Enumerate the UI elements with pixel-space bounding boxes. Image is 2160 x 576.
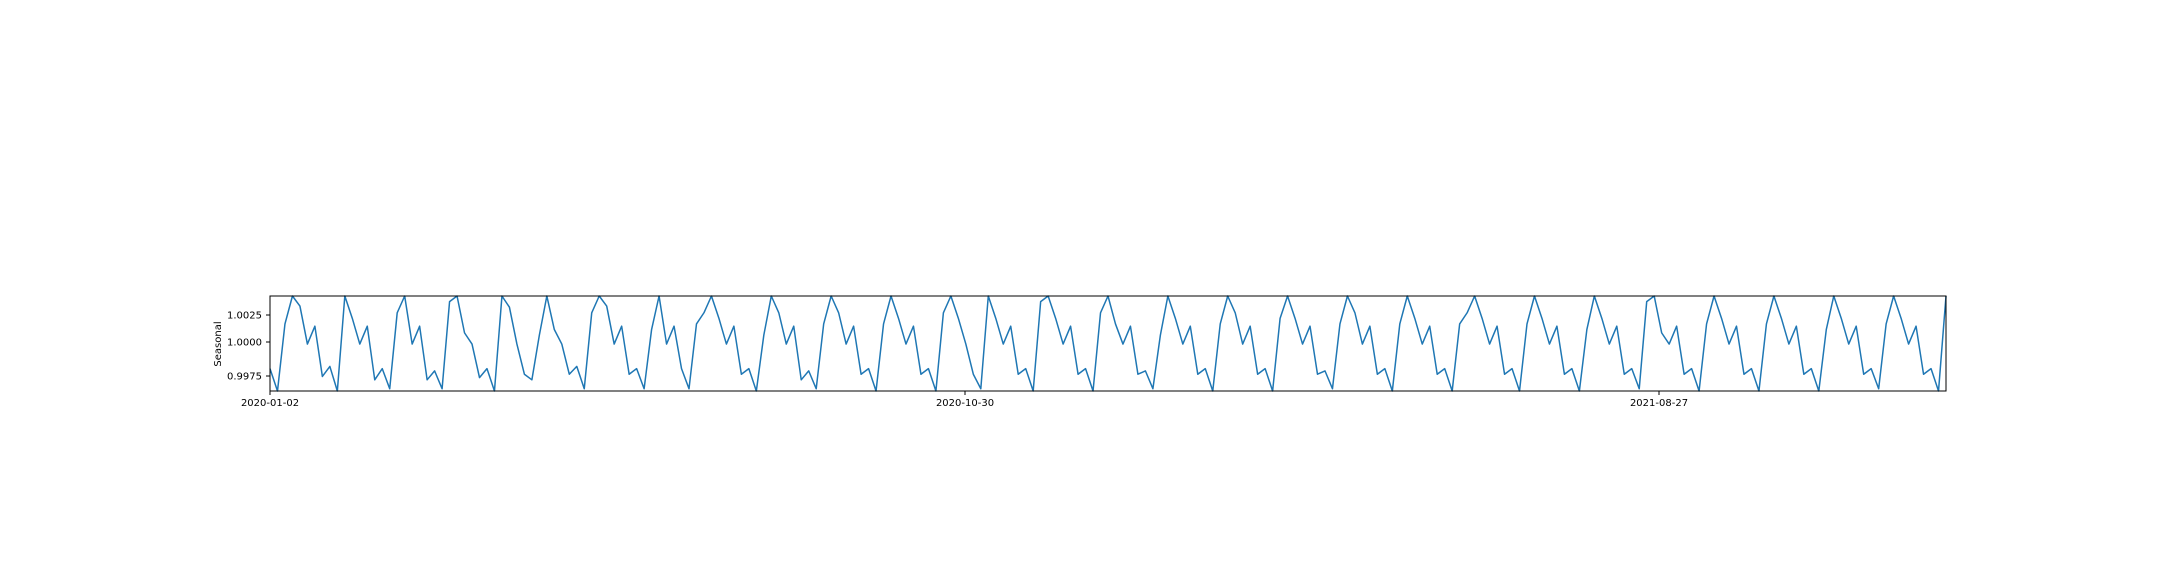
- y-axis: 0.9975 1.0000 1.0025 Seasonal: [213, 311, 270, 383]
- x-axis: 2020-01-02 2020-10-30 2021-08-27: [241, 391, 1688, 409]
- x-tick-label: 2021-08-27: [1630, 398, 1688, 409]
- y-tick-label: 1.0000: [227, 338, 262, 349]
- plot-area: [269, 295, 1947, 392]
- y-tick-label: 1.0025: [227, 311, 262, 322]
- y-axis-label: Seasonal: [213, 321, 224, 366]
- x-tick-label: 2020-01-02: [241, 398, 299, 409]
- x-tick-label: 2020-10-30: [936, 398, 994, 409]
- plot-frame: [269, 295, 1947, 392]
- y-tick-label: 0.9975: [227, 372, 262, 383]
